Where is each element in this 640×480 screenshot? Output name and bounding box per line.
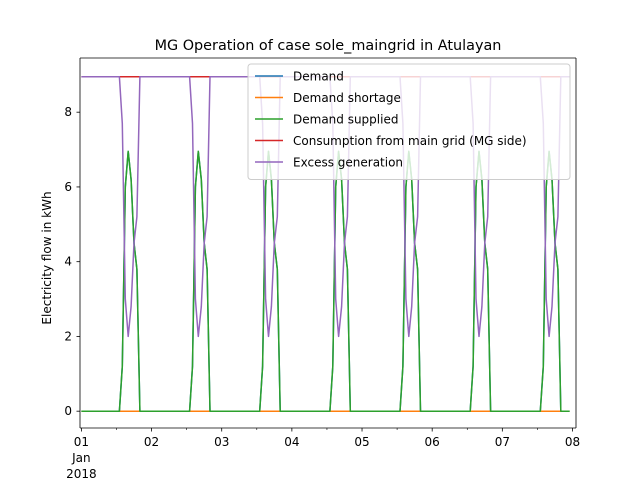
- chart-title: MG Operation of case sole_maingrid in At…: [155, 38, 502, 54]
- legend-box: [247, 63, 571, 180]
- legend-label: Demand: [293, 70, 344, 84]
- y-tick-label: 4: [64, 255, 72, 269]
- legend-label: Excess generation: [293, 156, 403, 170]
- x-tick-label: 08: [565, 435, 580, 449]
- x-tick-label: 05: [354, 435, 369, 449]
- y-tick-label: 6: [64, 180, 72, 194]
- x-tick-label: 01: [74, 435, 89, 449]
- x-tick-label: 07: [495, 435, 510, 449]
- legend-label: Demand supplied: [293, 113, 398, 127]
- legend-label: Demand shortage: [293, 91, 401, 105]
- legend: Demand Demand shortage Demand supplied Cons…: [247, 63, 571, 180]
- x-tick-label: 03: [214, 435, 229, 449]
- legend-label: Consumption from main grid (MG side): [293, 134, 527, 148]
- y-tick-label: 8: [64, 105, 72, 119]
- series-line-demand-supplied: [81, 150, 570, 412]
- x-tick-label: 04: [284, 435, 299, 449]
- x-tick-label: 02: [144, 435, 159, 449]
- y-axis-label: Electricity flow in kWh: [40, 191, 54, 324]
- y-tick-label: 2: [64, 329, 72, 343]
- x-tick-label: 06: [425, 435, 440, 449]
- y-tick-label: 0: [64, 404, 72, 418]
- x-tick-sublabel: 2018: [66, 467, 97, 480]
- x-tick-sublabel: Jan: [71, 451, 91, 465]
